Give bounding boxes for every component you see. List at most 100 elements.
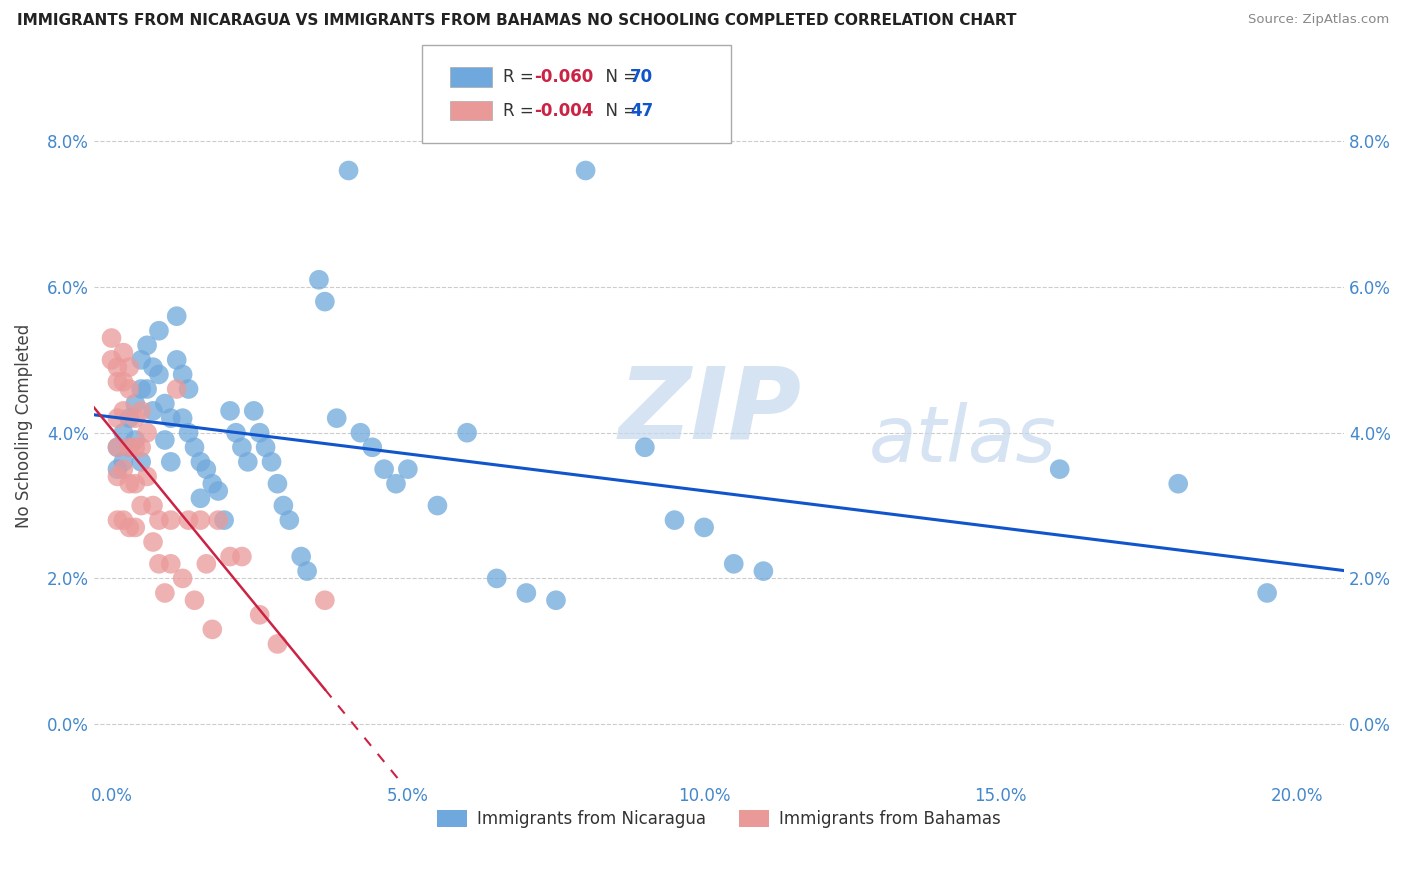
Point bbox=[166, 352, 188, 367]
Point bbox=[634, 440, 657, 454]
Point bbox=[118, 520, 141, 534]
Point bbox=[273, 499, 295, 513]
Point bbox=[201, 623, 224, 637]
Point bbox=[183, 593, 205, 607]
Point bbox=[129, 352, 152, 367]
Point bbox=[172, 368, 194, 382]
Point bbox=[1256, 586, 1278, 600]
Y-axis label: No Schooling Completed: No Schooling Completed bbox=[15, 323, 32, 527]
Point bbox=[112, 455, 135, 469]
Point bbox=[112, 345, 135, 359]
Text: N =: N = bbox=[595, 102, 643, 120]
Point bbox=[136, 382, 159, 396]
Point bbox=[1167, 476, 1189, 491]
Point bbox=[148, 368, 170, 382]
Point bbox=[136, 469, 159, 483]
Point bbox=[290, 549, 312, 564]
Point bbox=[544, 593, 567, 607]
Point bbox=[195, 557, 218, 571]
Point bbox=[107, 440, 129, 454]
Point bbox=[349, 425, 371, 440]
Point bbox=[129, 440, 152, 454]
Point bbox=[112, 404, 135, 418]
Point bbox=[314, 593, 336, 607]
Point bbox=[124, 396, 146, 410]
Point bbox=[107, 411, 129, 425]
Point bbox=[752, 564, 775, 578]
Legend: Immigrants from Nicaragua, Immigrants from Bahamas: Immigrants from Nicaragua, Immigrants fr… bbox=[430, 803, 1008, 835]
Point bbox=[124, 520, 146, 534]
Point bbox=[153, 433, 176, 447]
Point bbox=[266, 476, 288, 491]
Point bbox=[112, 425, 135, 440]
Point bbox=[118, 440, 141, 454]
Point bbox=[148, 513, 170, 527]
Point bbox=[515, 586, 537, 600]
Text: IMMIGRANTS FROM NICARAGUA VS IMMIGRANTS FROM BAHAMAS NO SCHOOLING COMPLETED CORR: IMMIGRANTS FROM NICARAGUA VS IMMIGRANTS … bbox=[17, 13, 1017, 29]
Point bbox=[100, 331, 122, 345]
Point bbox=[260, 455, 283, 469]
Point bbox=[693, 520, 716, 534]
Point bbox=[236, 455, 259, 469]
Point bbox=[295, 564, 318, 578]
Point bbox=[361, 440, 384, 454]
Point bbox=[225, 425, 247, 440]
Point bbox=[129, 499, 152, 513]
Point bbox=[177, 425, 200, 440]
Text: -0.004: -0.004 bbox=[534, 102, 593, 120]
Point bbox=[1049, 462, 1071, 476]
Point bbox=[426, 499, 449, 513]
Point bbox=[118, 476, 141, 491]
Point bbox=[231, 440, 253, 454]
Point bbox=[266, 637, 288, 651]
Point bbox=[373, 462, 395, 476]
Point bbox=[107, 462, 129, 476]
Point bbox=[485, 571, 508, 585]
Point bbox=[308, 273, 330, 287]
Point bbox=[118, 382, 141, 396]
Point bbox=[124, 476, 146, 491]
Point bbox=[219, 549, 242, 564]
Text: Source: ZipAtlas.com: Source: ZipAtlas.com bbox=[1249, 13, 1389, 27]
Point bbox=[254, 440, 277, 454]
Text: 70: 70 bbox=[630, 68, 652, 86]
Point bbox=[100, 352, 122, 367]
Text: ZIP: ZIP bbox=[619, 363, 801, 459]
Point bbox=[190, 513, 212, 527]
Point bbox=[575, 163, 598, 178]
Text: -0.060: -0.060 bbox=[534, 68, 593, 86]
Point bbox=[201, 476, 224, 491]
Point bbox=[124, 433, 146, 447]
Point bbox=[278, 513, 301, 527]
Point bbox=[664, 513, 686, 527]
Point bbox=[124, 440, 146, 454]
Text: N =: N = bbox=[595, 68, 643, 86]
Point bbox=[190, 455, 212, 469]
Text: atlas: atlas bbox=[869, 401, 1057, 478]
Point bbox=[172, 411, 194, 425]
Point bbox=[183, 440, 205, 454]
Point bbox=[207, 513, 229, 527]
Point bbox=[142, 404, 165, 418]
Point bbox=[118, 411, 141, 425]
Point bbox=[337, 163, 360, 178]
Point bbox=[166, 309, 188, 323]
Point bbox=[112, 375, 135, 389]
Point bbox=[195, 462, 218, 476]
Point bbox=[159, 411, 181, 425]
Point bbox=[177, 382, 200, 396]
Point bbox=[142, 360, 165, 375]
Point bbox=[242, 404, 264, 418]
Point bbox=[159, 513, 181, 527]
Point bbox=[148, 324, 170, 338]
Point bbox=[107, 469, 129, 483]
Point bbox=[136, 338, 159, 352]
Point bbox=[177, 513, 200, 527]
Point bbox=[249, 607, 271, 622]
Text: R =: R = bbox=[503, 102, 540, 120]
Point bbox=[325, 411, 347, 425]
Point bbox=[107, 375, 129, 389]
Point bbox=[166, 382, 188, 396]
Point bbox=[118, 360, 141, 375]
Text: 47: 47 bbox=[630, 102, 654, 120]
